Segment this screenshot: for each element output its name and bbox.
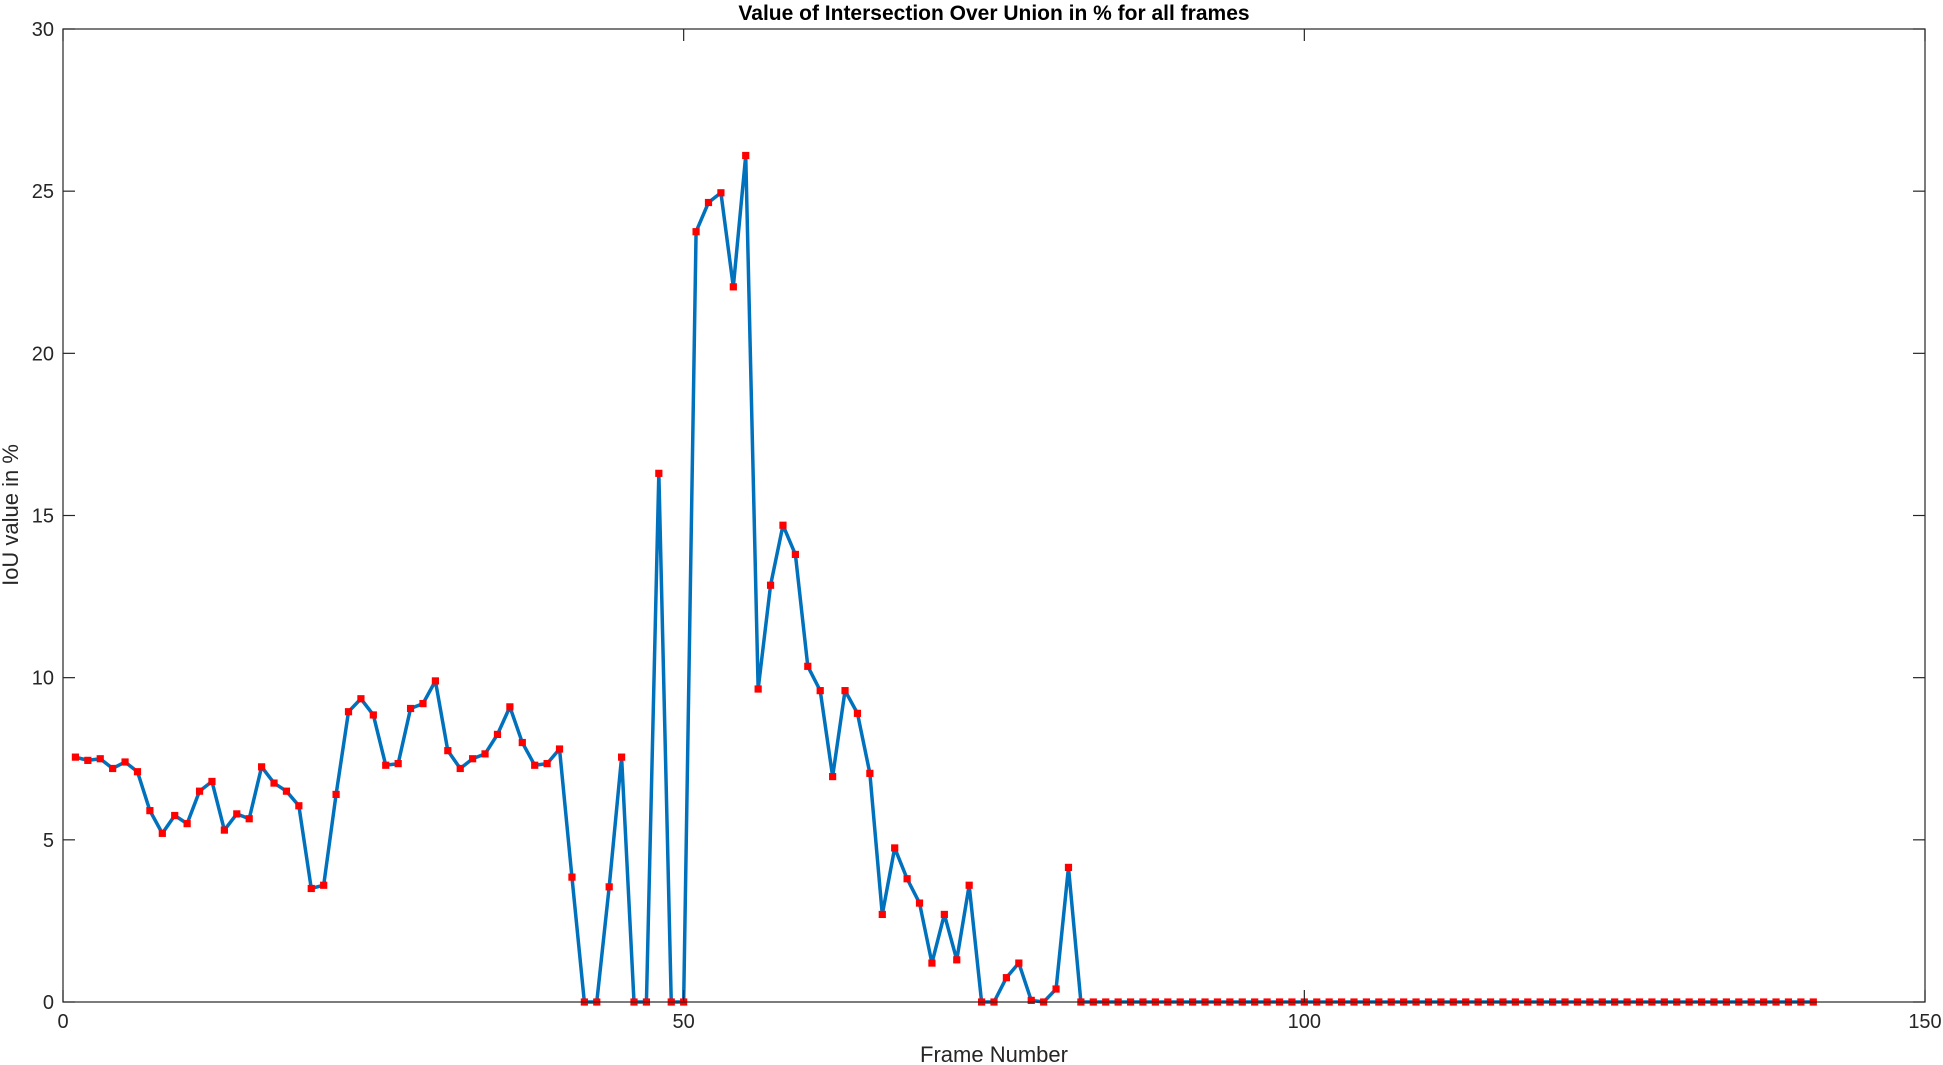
- chart-title: Value of Intersection Over Union in % fo…: [738, 2, 1249, 25]
- data-point: [742, 151, 750, 160]
- data-point: [109, 764, 117, 773]
- data-point: [953, 956, 961, 964]
- data-point: [618, 753, 626, 761]
- x-tick-label: 150: [1908, 1011, 1941, 1033]
- data-point: [344, 708, 353, 716]
- y-tick-label: 20: [32, 343, 54, 365]
- y-tick-label: 0: [43, 992, 54, 1014]
- data-point: [853, 709, 862, 717]
- data-point: [965, 881, 973, 889]
- data-point: [841, 687, 849, 695]
- y-axis-ticks: 0 5 10 15 20 25 30: [32, 19, 1925, 1014]
- data-point: [146, 807, 154, 815]
- data-point: [1064, 863, 1073, 871]
- data-point: [518, 738, 526, 747]
- data-point: [878, 910, 886, 919]
- data-point: [320, 881, 328, 889]
- data-point: [1015, 959, 1023, 967]
- data-point: [692, 228, 700, 236]
- data-point: [431, 677, 439, 685]
- data-point: [469, 755, 477, 763]
- data-point: [295, 802, 303, 810]
- x-tick-label: 0: [57, 1011, 68, 1033]
- data-point: [568, 873, 576, 881]
- data-point: [481, 750, 489, 758]
- data-point: [866, 769, 874, 777]
- data-point: [195, 787, 204, 795]
- data-point: [804, 662, 812, 670]
- y-tick-label: 15: [32, 506, 54, 528]
- data-point: [369, 711, 377, 719]
- data-point: [71, 753, 80, 761]
- data-point: [754, 685, 762, 693]
- data-point: [543, 760, 551, 768]
- data-point: [506, 703, 514, 711]
- data-point: [233, 810, 241, 818]
- data-point: [915, 899, 924, 907]
- data-point: [531, 761, 539, 769]
- y-tick-label: 30: [32, 19, 54, 41]
- data-point: [829, 772, 837, 781]
- data-point: [766, 581, 775, 589]
- data-point: [84, 756, 92, 764]
- data-point: [332, 790, 340, 799]
- data-point: [183, 820, 191, 828]
- data-point: [493, 730, 502, 739]
- data-point: [171, 811, 179, 820]
- data-point: [406, 704, 415, 713]
- data-point: [779, 521, 787, 529]
- data-point: [704, 198, 713, 207]
- x-tick-label: 100: [1288, 1011, 1321, 1033]
- data-point: [940, 910, 948, 919]
- data-point: [258, 763, 266, 771]
- data-point: [394, 760, 402, 768]
- data-point: [655, 469, 663, 477]
- data-point: [903, 875, 911, 883]
- data-point: [419, 700, 427, 708]
- data-point: [121, 758, 129, 766]
- data-point: [816, 687, 824, 695]
- data-point: [605, 883, 613, 891]
- data-point: [220, 826, 228, 834]
- data-point: [444, 747, 452, 755]
- data-point: [555, 745, 564, 753]
- data-point: [791, 550, 799, 559]
- data-point: [133, 768, 142, 776]
- data-point: [729, 283, 737, 291]
- x-axis-label: Frame Number: [920, 1042, 1068, 1065]
- data-point: [270, 779, 278, 787]
- y-tick-label: 25: [32, 181, 54, 203]
- data-point: [891, 844, 899, 852]
- data-point: [158, 829, 166, 837]
- data-point: [382, 761, 390, 769]
- data-point: [208, 777, 216, 786]
- data-point: [96, 755, 104, 763]
- plot-area: [63, 29, 1925, 1002]
- data-point: [928, 959, 936, 967]
- data-point: [1052, 985, 1060, 993]
- data-point: [456, 764, 464, 773]
- x-axis-ticks: 0 50 100 150: [57, 29, 1942, 1033]
- y-tick-label: 5: [43, 830, 54, 852]
- data-point: [1027, 996, 1035, 1004]
- x-tick-label: 50: [673, 1011, 695, 1033]
- data-point: [282, 787, 291, 795]
- y-axis-label: IoU value in %: [0, 444, 23, 586]
- data-point: [717, 189, 725, 197]
- data-point: [1002, 974, 1011, 982]
- data-point: [357, 695, 365, 703]
- y-tick-label: 10: [32, 668, 54, 690]
- data-point: [307, 884, 315, 893]
- data-point: [245, 815, 253, 823]
